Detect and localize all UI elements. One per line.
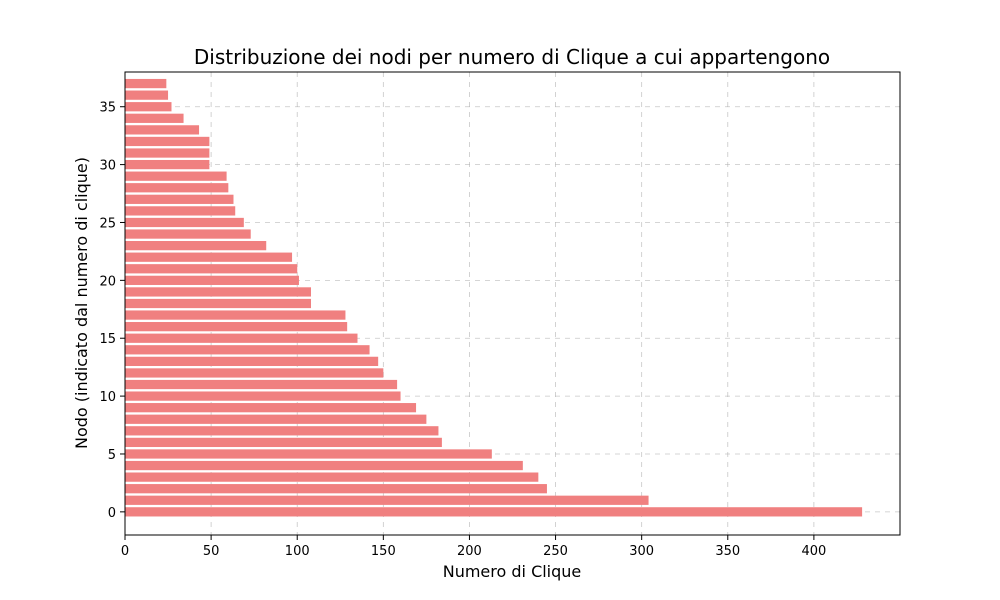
bar bbox=[125, 403, 417, 413]
bar bbox=[125, 426, 439, 436]
x-tick-label: 50 bbox=[203, 544, 220, 559]
y-axis-ticks: 0 5 10 15 20 25 30 35 bbox=[99, 101, 125, 521]
bar bbox=[125, 240, 267, 251]
bar bbox=[125, 194, 234, 204]
x-tick-label: 350 bbox=[715, 544, 740, 559]
bar bbox=[125, 484, 547, 494]
x-tick-label: 0 bbox=[121, 544, 129, 559]
x-tick-label: 300 bbox=[629, 544, 654, 559]
y-tick-label: 25 bbox=[99, 216, 116, 231]
y-tick-label: 10 bbox=[99, 390, 116, 405]
bar bbox=[125, 356, 379, 367]
y-tick-label: 15 bbox=[99, 332, 116, 347]
x-tick-label: 200 bbox=[457, 544, 482, 559]
bar bbox=[125, 183, 229, 193]
x-tick-label: 150 bbox=[371, 544, 396, 559]
bar bbox=[125, 171, 227, 181]
bar bbox=[125, 229, 251, 239]
y-tick-label: 5 bbox=[108, 448, 116, 463]
bar bbox=[125, 507, 863, 517]
bar bbox=[125, 368, 384, 378]
bar bbox=[125, 90, 169, 100]
bar bbox=[125, 275, 299, 285]
bar bbox=[125, 287, 311, 297]
y-tick-label: 0 bbox=[108, 506, 116, 521]
bar bbox=[125, 217, 244, 228]
bar bbox=[125, 206, 236, 216]
bar bbox=[125, 78, 167, 89]
bar bbox=[125, 391, 401, 401]
bar bbox=[125, 472, 539, 482]
y-tick-label: 35 bbox=[99, 101, 116, 116]
bar bbox=[125, 159, 210, 170]
bar bbox=[125, 136, 210, 147]
bar bbox=[125, 345, 370, 355]
x-tick-label: 400 bbox=[801, 544, 826, 559]
x-tick-label: 100 bbox=[285, 544, 310, 559]
y-tick-label: 30 bbox=[99, 159, 116, 174]
bar bbox=[125, 379, 398, 390]
bar bbox=[125, 298, 311, 309]
bar bbox=[125, 252, 293, 262]
bar bbox=[125, 125, 200, 135]
bar bbox=[125, 495, 649, 505]
plot-frame bbox=[124, 71, 901, 536]
bar bbox=[125, 414, 427, 424]
bar bbox=[125, 449, 492, 459]
bar bbox=[125, 460, 523, 471]
y-axis-label: Nodo (indicato dal numero di clique) bbox=[72, 157, 91, 449]
chart-title: Distribuzione dei nodi per numero di Cli… bbox=[194, 45, 830, 69]
bar bbox=[125, 264, 298, 274]
x-axis-label: Numero di Clique bbox=[443, 562, 582, 581]
bar bbox=[125, 148, 210, 158]
x-axis-ticks: 0 50 100 150 200 250 300 350 400 bbox=[121, 535, 826, 559]
y-tick-label: 20 bbox=[99, 274, 116, 289]
x-tick-label: 250 bbox=[543, 544, 568, 559]
bar bbox=[125, 310, 346, 320]
bar bbox=[125, 113, 184, 123]
bar bbox=[125, 437, 442, 448]
bar bbox=[125, 333, 358, 343]
bars bbox=[125, 78, 863, 517]
bar bbox=[125, 322, 348, 332]
bar bbox=[125, 102, 172, 112]
